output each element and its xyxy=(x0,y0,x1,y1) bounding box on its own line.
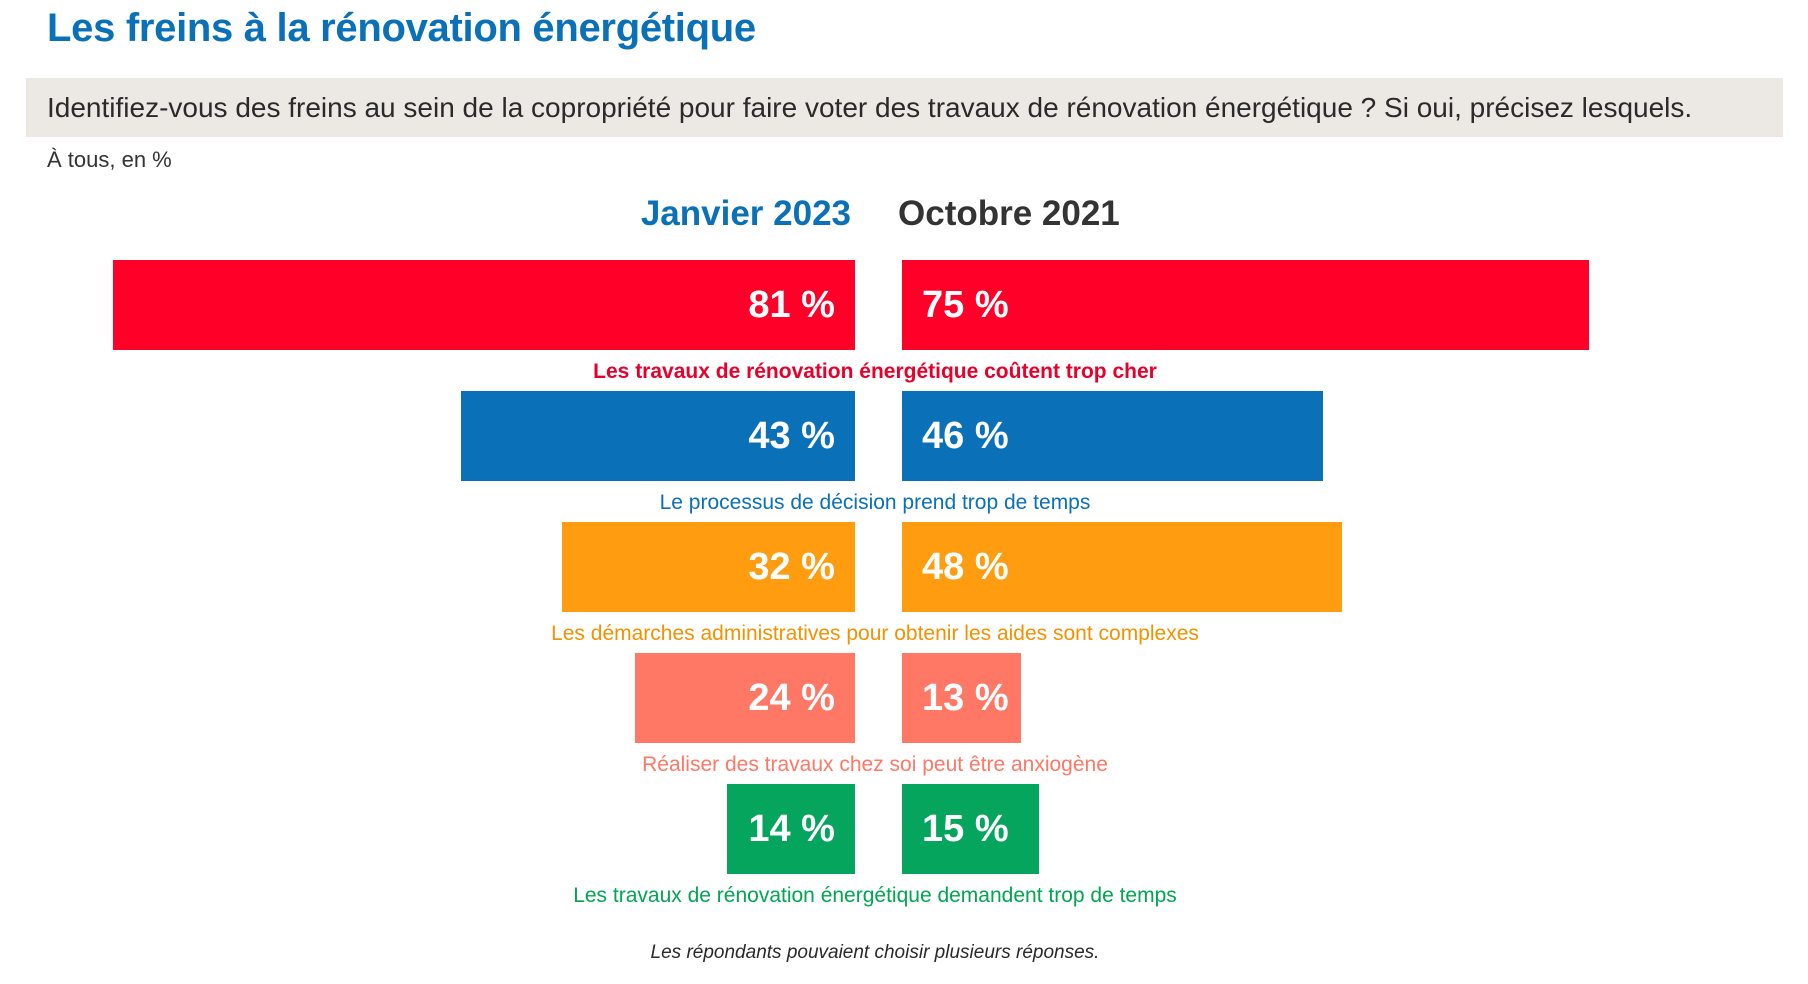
category-label-trop-cher: Les travaux de rénovation énergétique co… xyxy=(593,360,1157,383)
footnote: Les répondants pouvaient choisir plusieu… xyxy=(650,942,1100,963)
bar-janvier-2023-trop-cher: 81 % xyxy=(113,260,855,350)
bar-octobre-2021-trop-cher: 75 % xyxy=(902,260,1589,350)
category-label-processus-decision: Le processus de décision prend trop de t… xyxy=(659,491,1091,514)
bar-janvier-2023-anxiogene: 24 % xyxy=(635,653,855,743)
bar-octobre-2021-demarches-administratives: 48 % xyxy=(902,522,1342,612)
question-banner: Identifiez-vous des freins au sein de la… xyxy=(26,78,1783,137)
category-label-trop-de-temps: Les travaux de rénovation énergétique de… xyxy=(573,884,1177,907)
page-title: Les freins à la rénovation énergétique xyxy=(47,6,756,50)
bar-janvier-2023-trop-de-temps: 14 % xyxy=(726,784,855,874)
bar-janvier-2023-demarches-administratives: 32 % xyxy=(561,522,855,612)
bar-janvier-2023-processus-decision: 43 % xyxy=(461,391,855,481)
bar-octobre-2021-anxiogene: 13 % xyxy=(902,653,1022,743)
base-note: À tous, en % xyxy=(47,147,172,172)
series-label-octobre-2021: Octobre 2021 xyxy=(898,194,1120,233)
bar-octobre-2021-processus-decision: 46 % xyxy=(902,391,1324,481)
category-label-anxiogene: Réaliser des travaux chez soi peut être … xyxy=(642,753,1108,776)
category-label-demarches-administratives: Les démarches administratives pour obten… xyxy=(551,622,1199,645)
bar-octobre-2021-trop-de-temps: 15 % xyxy=(902,784,1040,874)
series-label-janvier-2023: Janvier 2023 xyxy=(640,194,851,233)
